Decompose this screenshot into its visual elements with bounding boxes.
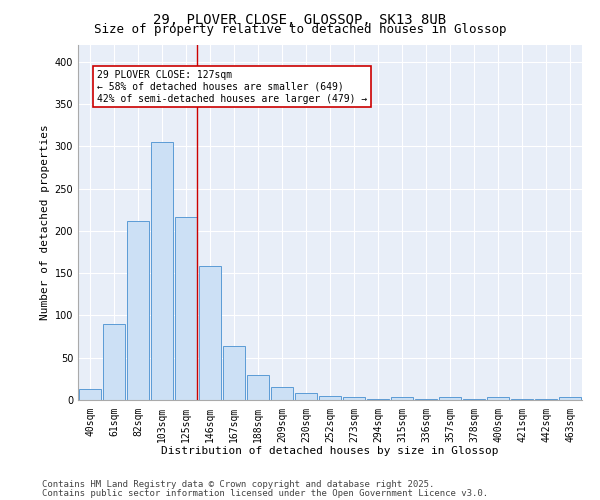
Text: 29 PLOVER CLOSE: 127sqm
← 58% of detached houses are smaller (649)
42% of semi-d: 29 PLOVER CLOSE: 127sqm ← 58% of detache… [97,70,367,104]
Bar [223,346,245,400]
Bar [79,389,101,400]
Text: Contains HM Land Registry data © Crown copyright and database right 2025.: Contains HM Land Registry data © Crown c… [42,480,434,489]
Bar [175,216,197,400]
Bar [439,398,461,400]
Text: Contains public sector information licensed under the Open Government Licence v3: Contains public sector information licen… [42,488,488,498]
Bar [271,388,293,400]
X-axis label: Distribution of detached houses by size in Glossop: Distribution of detached houses by size … [161,446,499,456]
Bar [295,393,317,400]
Text: Size of property relative to detached houses in Glossop: Size of property relative to detached ho… [94,22,506,36]
Bar [391,398,413,400]
Y-axis label: Number of detached properties: Number of detached properties [40,124,50,320]
Bar [511,399,533,400]
Bar [343,398,365,400]
Bar [487,398,509,400]
Bar [559,398,581,400]
Bar [247,374,269,400]
Bar [199,266,221,400]
Bar [103,324,125,400]
Bar [463,399,485,400]
Bar [151,142,173,400]
Bar [415,399,437,400]
Bar [367,399,389,400]
Bar [319,396,341,400]
Bar [127,221,149,400]
Text: 29, PLOVER CLOSE, GLOSSOP, SK13 8UB: 29, PLOVER CLOSE, GLOSSOP, SK13 8UB [154,12,446,26]
Bar [535,399,557,400]
